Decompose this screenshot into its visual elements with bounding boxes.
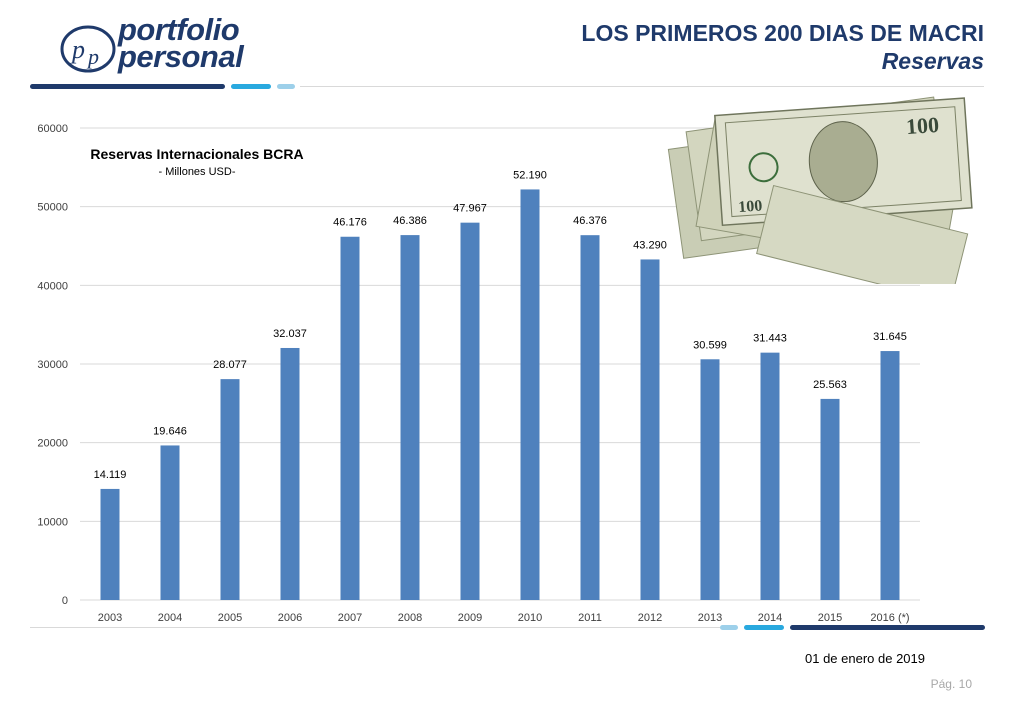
chart-subtitle: - Millones USD- [158, 166, 235, 178]
x-tick-label: 2014 [758, 612, 782, 624]
x-tick-label: 2006 [278, 612, 302, 624]
page-title: LOS PRIMEROS 200 DIAS DE MACRI [581, 20, 984, 46]
y-tick-label: 0 [62, 595, 68, 607]
money-image: 100 100 [667, 96, 973, 284]
header-stripe-cyan [231, 84, 271, 89]
data-label: 30.599 [693, 339, 727, 351]
svg-text:p: p [70, 35, 85, 64]
bar-2013 [700, 359, 720, 600]
bar-2009 [460, 222, 480, 600]
data-label: 47.967 [453, 203, 487, 215]
brand-name: portfolio personal [118, 12, 244, 74]
header-stripe-navy [30, 84, 225, 89]
data-label: 52.190 [513, 169, 547, 181]
y-tick-label: 30000 [37, 359, 68, 371]
bar-2003 [100, 488, 120, 600]
report-date: 01 de enero de 2019 [805, 651, 925, 666]
x-tick-label: 2015 [818, 612, 842, 624]
data-label: 31.645 [873, 331, 907, 343]
bar-2008 [400, 235, 420, 600]
brand-line1: portfolio [118, 12, 240, 47]
y-tick-label: 50000 [37, 202, 68, 214]
page-subtitle: Reservas [881, 48, 984, 74]
x-tick-label: 2007 [338, 612, 362, 624]
bar-2015 [820, 398, 840, 600]
bar-2010 [520, 189, 540, 600]
x-tick-label: 2013 [698, 612, 722, 624]
chart-bars [100, 189, 900, 601]
x-tick-label: 2004 [158, 612, 182, 624]
bar-2006 [280, 347, 300, 600]
chart-title: Reservas Internacionales BCRA [90, 146, 303, 162]
x-tick-label: 2010 [518, 612, 542, 624]
data-label: 43.290 [633, 239, 667, 251]
data-label: 25.563 [813, 379, 847, 391]
x-tick-label: 2009 [458, 612, 482, 624]
data-label: 46.376 [573, 215, 607, 227]
bar-2004 [160, 445, 180, 600]
footer-stripe-light [720, 625, 738, 630]
x-tick-label: 2016 (*) [870, 612, 909, 624]
header-rule [300, 86, 984, 87]
footer-stripe-cyan [744, 625, 784, 630]
y-tick-label: 60000 [37, 123, 68, 135]
x-tick-label: 2011 [578, 612, 602, 624]
bar-2007 [340, 236, 360, 601]
bar-2005 [220, 379, 240, 600]
x-tick-label: 2008 [398, 612, 422, 624]
bar-2012 [640, 259, 660, 600]
y-tick-label: 40000 [37, 280, 68, 292]
svg-text:100: 100 [738, 197, 763, 216]
data-label: 46.176 [333, 217, 367, 229]
data-label: 14.119 [94, 469, 127, 481]
y-tick-label: 20000 [37, 438, 68, 450]
header-stripe-light [277, 84, 295, 89]
data-label: 46.386 [393, 215, 427, 227]
x-tick-label: 2005 [218, 612, 242, 624]
page-number: Pág. 10 [930, 677, 972, 691]
svg-text:100: 100 [905, 112, 940, 139]
data-label: 19.646 [153, 425, 187, 437]
x-axis-ticks: 2003 2004 2005 2006 2007 2008 2009 2010 2011 2012… [98, 612, 910, 624]
data-labels: 14.119 19.646 28.077 32.037 46.176 46.386 47.9… [94, 169, 907, 480]
x-tick-label: 2003 [98, 612, 122, 624]
data-label: 32.037 [273, 328, 307, 340]
y-tick-label: 10000 [37, 516, 68, 528]
bar-2014 [760, 352, 780, 600]
data-label: 28.077 [213, 359, 247, 371]
svg-text:p: p [86, 44, 99, 69]
brand-line2: personal [118, 39, 244, 74]
data-label: 31.443 [753, 333, 787, 345]
bar-2011 [580, 235, 600, 600]
portfolio-personal-logo: p p [60, 25, 116, 73]
footer-stripe-navy [790, 625, 985, 630]
bar-2016 [880, 351, 900, 600]
x-tick-label: 2012 [638, 612, 662, 624]
footer-rule [30, 627, 720, 628]
y-axis-ticks: 0 10000 20000 30000 40000 50000 60000 [37, 123, 68, 607]
